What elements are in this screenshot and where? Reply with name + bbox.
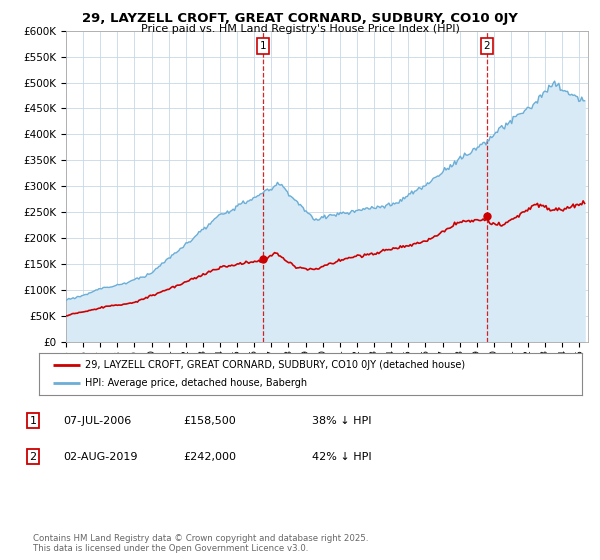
Text: £158,500: £158,500 — [183, 416, 236, 426]
Text: HPI: Average price, detached house, Babergh: HPI: Average price, detached house, Babe… — [85, 378, 307, 388]
Text: 1: 1 — [29, 416, 37, 426]
Text: 29, LAYZELL CROFT, GREAT CORNARD, SUDBURY, CO10 0JY (detached house): 29, LAYZELL CROFT, GREAT CORNARD, SUDBUR… — [85, 360, 465, 370]
Text: Contains HM Land Registry data © Crown copyright and database right 2025.
This d: Contains HM Land Registry data © Crown c… — [33, 534, 368, 553]
Text: 38% ↓ HPI: 38% ↓ HPI — [312, 416, 371, 426]
Text: 02-AUG-2019: 02-AUG-2019 — [63, 452, 137, 462]
Text: 1: 1 — [260, 41, 266, 52]
Text: 2: 2 — [484, 41, 490, 52]
Text: £242,000: £242,000 — [183, 452, 236, 462]
Text: Price paid vs. HM Land Registry's House Price Index (HPI): Price paid vs. HM Land Registry's House … — [140, 24, 460, 34]
Text: 29, LAYZELL CROFT, GREAT CORNARD, SUDBURY, CO10 0JY: 29, LAYZELL CROFT, GREAT CORNARD, SUDBUR… — [82, 12, 518, 25]
Text: 2: 2 — [29, 452, 37, 462]
Text: 42% ↓ HPI: 42% ↓ HPI — [312, 452, 371, 462]
Text: 07-JUL-2006: 07-JUL-2006 — [63, 416, 131, 426]
